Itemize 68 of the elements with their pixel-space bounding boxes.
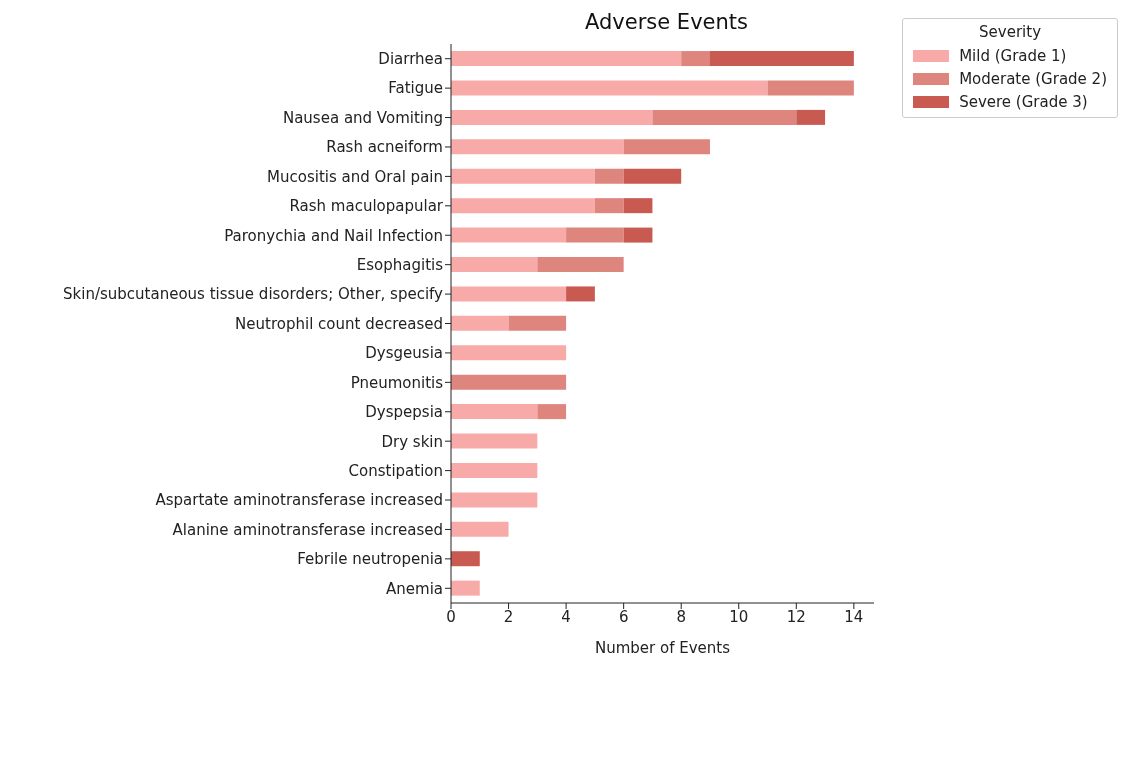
y-tick-label: Anemia <box>386 579 443 598</box>
y-tick-label: Dysgeusia <box>365 344 443 363</box>
y-tick-label: Rash acneiform <box>326 138 443 157</box>
y-tick-label: Esophagitis <box>356 255 444 274</box>
bar <box>623 139 710 155</box>
x-tick-label: 4 <box>561 607 571 626</box>
bar <box>451 374 567 390</box>
x-tick-label: 8 <box>676 607 686 626</box>
x-axis-title: Number of Events <box>594 639 731 657</box>
y-tick-label: Paronychia and Nail Infection <box>224 226 443 245</box>
bar <box>508 315 567 331</box>
y-tick-label: Aspartate aminotransferase increased <box>155 491 443 510</box>
x-tick-label: 10 <box>729 607 749 626</box>
bar <box>451 51 682 67</box>
bar <box>451 433 538 449</box>
bar <box>451 139 624 155</box>
bar <box>796 109 826 125</box>
y-tick-label: Alanine aminotransferase increased <box>172 520 443 539</box>
y-tick-label: Nausea and Vomiting <box>282 108 443 127</box>
bar <box>451 198 595 214</box>
x-tick-label: 6 <box>618 607 629 626</box>
bar <box>537 257 624 273</box>
y-tick-label: Rash maculopapular <box>289 197 444 216</box>
bar <box>451 315 509 331</box>
legend-label: Mild (Grade 1) <box>959 46 1067 65</box>
bar <box>451 286 567 302</box>
y-tick-label: Constipation <box>348 461 443 480</box>
y-tick-label: Febrile neutropenia <box>297 550 443 569</box>
bar <box>451 462 538 478</box>
bar <box>623 227 653 243</box>
bar <box>451 492 538 508</box>
y-tick-label: Diarrhea <box>378 50 443 69</box>
bar <box>451 80 768 96</box>
bar <box>451 168 595 184</box>
bar <box>594 168 624 184</box>
bar <box>767 80 854 96</box>
bar <box>566 227 624 243</box>
y-tick-label: Mucositis and Oral pain <box>267 167 443 186</box>
legend-title: Severity <box>978 23 1043 41</box>
y-tick-label: Skin/subcutaneous tissue disorders; Other, specify <box>63 285 444 304</box>
bar <box>451 109 653 125</box>
bar <box>451 404 538 420</box>
bar <box>451 580 480 596</box>
chart-title: Adverse Events <box>584 10 749 34</box>
bar <box>451 227 567 243</box>
bar <box>652 109 797 125</box>
bar <box>594 198 624 214</box>
bar <box>451 257 538 273</box>
bar <box>623 168 682 184</box>
x-tick-label: 0 <box>446 607 456 626</box>
x-tick-label: 14 <box>844 607 864 626</box>
bar <box>451 551 480 567</box>
x-tick-label: 2 <box>503 607 514 626</box>
y-tick-label: Neutrophil count decreased <box>235 314 443 333</box>
y-tick-label: Dry skin <box>381 432 443 451</box>
bar <box>537 404 567 420</box>
legend-label: Moderate (Grade 2) <box>959 69 1107 88</box>
y-tick-label: Pneumonitis <box>350 373 444 392</box>
x-tick-label: 12 <box>786 607 806 626</box>
bar <box>623 198 653 214</box>
bar <box>709 51 854 67</box>
y-tick-label: Fatigue <box>388 79 443 98</box>
bar <box>451 521 509 537</box>
y-tick-label: Dyspepsia <box>365 403 443 422</box>
bar <box>566 286 595 302</box>
legend-label: Severe (Grade 3) <box>959 92 1088 111</box>
bar <box>451 345 567 361</box>
bar <box>681 51 710 67</box>
